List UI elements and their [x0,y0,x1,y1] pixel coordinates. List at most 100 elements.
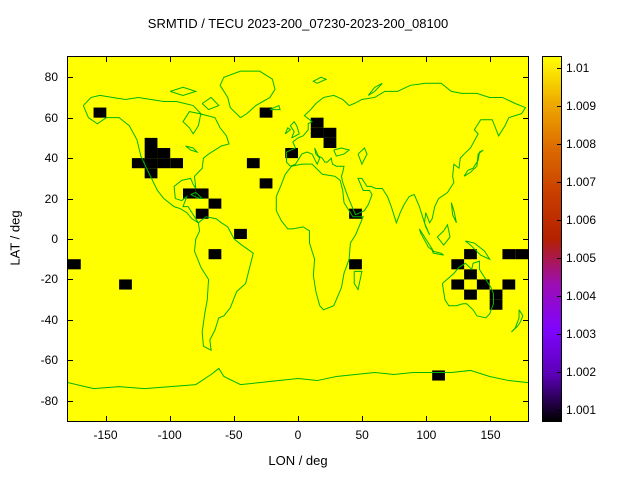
low-value-cell [208,198,222,209]
coastline-arctic_islands [170,87,196,95]
y-tick-mark [68,158,73,160]
low-value-cell [432,370,445,381]
x-tick-label: 50 [355,428,369,442]
x-tick-mark [170,57,172,62]
x-tick-mark [361,416,363,421]
x-tick-mark [106,57,108,62]
coastline-sumatra [419,229,433,251]
colorbar-tick-mark [557,372,561,374]
colorbar-tick-label: 1.008 [566,136,597,151]
coastline-greenland [220,71,275,118]
low-value-cell [144,168,158,179]
low-value-cell [502,249,516,260]
y-tick-mark [523,239,528,240]
x-tick-label: -150 [93,428,118,442]
colorbar-tick-mark [557,219,561,221]
low-value-cell [489,299,503,310]
y-tick-mark [523,279,528,281]
low-value-cell [259,107,273,118]
y-tick-mark [68,400,73,402]
x-tick-mark [234,57,236,62]
low-value-cell [323,127,337,138]
x-tick-mark [298,57,299,62]
coastline-iceland [270,106,280,110]
low-value-cell [349,259,362,270]
low-value-cell [515,249,528,260]
low-value-cell [131,158,145,169]
low-value-cell [464,269,477,280]
x-tick-mark [170,416,172,421]
coastline-africa [276,164,363,310]
low-value-cell [464,289,477,300]
low-value-cell [310,117,324,128]
x-tick-mark [298,416,299,421]
coastline-baffin [202,97,219,109]
low-value-cell [157,158,171,169]
y-tick-label: -80 [40,393,58,408]
coastline-svalbard [313,77,326,83]
x-tick-label: 100 [416,428,437,442]
low-value-cell [93,107,107,118]
low-value-cell [451,259,465,270]
low-value-cell [195,208,209,219]
coastline-south_america [195,217,254,350]
coastline-eurasia [287,83,526,235]
low-value-cell [119,279,132,290]
chart-title: SRMTID / TECU 2023-200_07230-2023-200_08… [147,16,449,31]
x-tick-mark [489,57,491,62]
x-axis-tick-labels: -150 -100 -50 0 50 100 150 [67,428,529,444]
x-axis-label: LON / deg [268,453,328,468]
low-value-cell [144,158,158,169]
colorbar [542,56,562,422]
low-value-cell [323,137,337,148]
colorbar-tick-mark [557,258,561,259]
colorbar-tick-label: 1.001 [566,403,597,418]
y-tick-mark [68,319,73,321]
x-tick-mark [234,416,236,421]
coastline-australia [442,261,493,318]
colorbar-tick-mark [557,67,561,69]
y-tick-mark [523,360,528,362]
low-value-cell [259,178,273,189]
coastline-caspian_sea [358,148,367,164]
y-tick-mark [68,198,73,200]
y-tick-label: -20 [40,272,58,287]
x-tick-label: 0 [294,428,302,442]
low-value-cell [144,148,158,159]
y-tick-label: 20 [44,191,58,206]
colorbar-tick-mark [557,296,561,298]
low-value-cell [476,279,490,290]
low-value-cell [310,127,324,138]
coastline-java [432,251,444,255]
y-axis-label: LAT / deg [7,210,23,266]
y-tick-label: 60 [44,110,58,125]
x-tick-mark [425,57,427,62]
y-tick-mark [68,239,73,240]
x-tick-label: 150 [480,428,501,442]
low-value-cell [234,228,247,239]
colorbar-tick-label: 1.01 [566,60,590,75]
world-map-layer [68,57,528,421]
colorbar-tick-label: 1.007 [566,174,597,189]
low-value-cell [68,259,81,270]
x-tick-mark [361,57,363,62]
y-tick-mark [523,319,528,321]
y-axis-tick-labels: 80 60 40 20 0 -20 -40 -60 -80 [0,57,58,421]
coastline-japan [464,150,483,176]
colorbar-tick-label: 1.009 [566,98,597,113]
low-value-cell [208,249,222,260]
y-tick-mark [523,77,528,79]
y-tick-mark [68,279,73,281]
colorbar-tick-mark [557,105,561,107]
low-value-cell [183,188,196,199]
y-tick-label: 0 [51,232,58,246]
y-tick-label: -40 [40,312,58,327]
x-tick-label: -50 [225,428,243,442]
x-tick-mark [489,416,491,421]
y-tick-mark [68,360,73,362]
coastline-north_america [83,95,229,222]
coastline-new_guinea [465,241,489,259]
colorbar-tick-mark [557,181,561,183]
y-tick-label: 80 [44,70,58,85]
colorbar-tick-mark [557,334,561,336]
